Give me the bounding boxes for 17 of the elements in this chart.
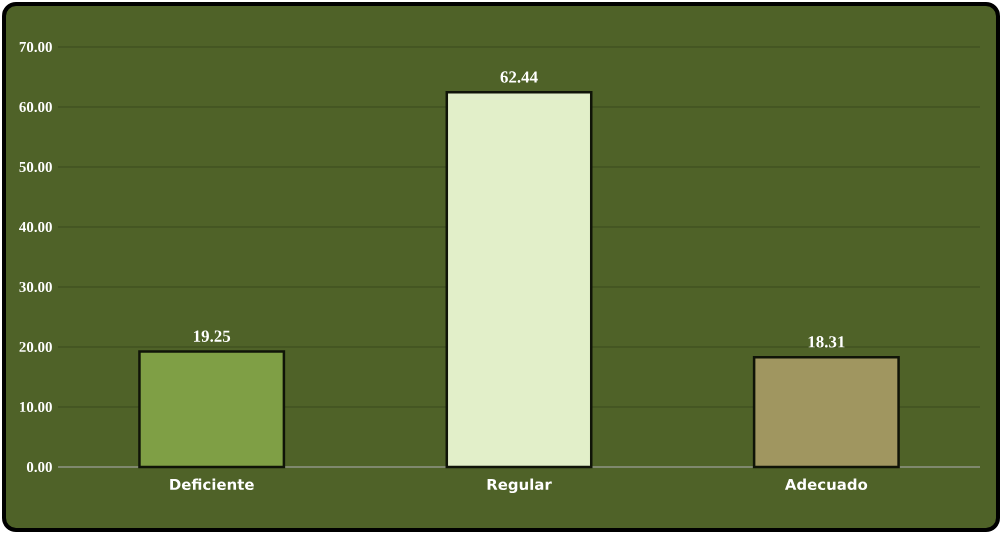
y-tick-label: 0.00: [26, 461, 52, 473]
y-tick-label: 60.00: [19, 101, 52, 113]
y-tick-label: 40.00: [19, 221, 52, 233]
x-tick-label: Regular: [487, 478, 552, 494]
y-tick-label: 20.00: [19, 341, 52, 353]
y-tick-label: 70.00: [19, 41, 52, 53]
data-label: 19.25: [193, 330, 231, 342]
bar: [138, 350, 286, 469]
data-label: 18.31: [808, 336, 845, 348]
bar: [752, 355, 900, 469]
y-tick-label: 30.00: [19, 281, 52, 293]
y-tick-label: 10.00: [20, 401, 52, 413]
x-tick-label: Adecuado: [784, 478, 868, 491]
data-label: 62.44: [500, 71, 538, 83]
x-tick-label: Deficiente: [170, 478, 254, 491]
bar: [445, 91, 593, 469]
y-tick-label: 50.00: [19, 161, 52, 173]
